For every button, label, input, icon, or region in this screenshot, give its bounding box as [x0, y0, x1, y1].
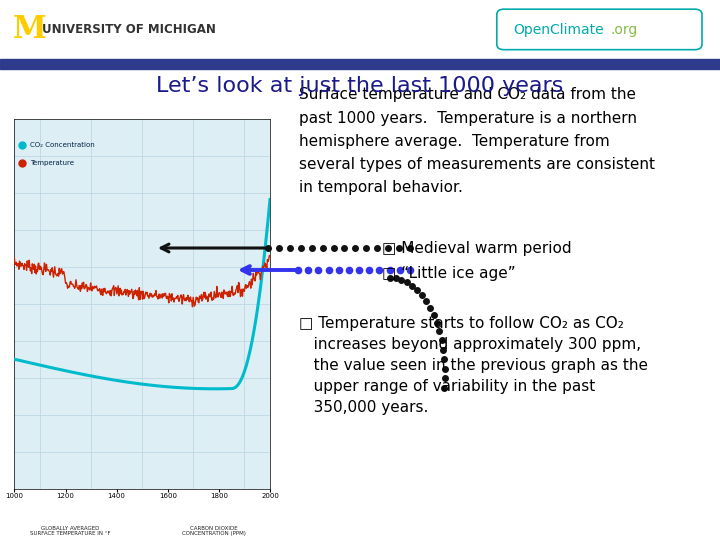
Text: GLOBALLY AVERAGED
SURFACE TEMPERATURE IN °F: GLOBALLY AVERAGED SURFACE TEMPERATURE IN… [30, 526, 111, 537]
Text: CARBON DIOXIDE
CONCENTRATION (PPM): CARBON DIOXIDE CONCENTRATION (PPM) [182, 526, 246, 537]
Text: past 1000 years.  Temperature is a northern: past 1000 years. Temperature is a northe… [299, 111, 636, 126]
Text: □ Temperature starts to follow CO₂ as CO₂: □ Temperature starts to follow CO₂ as CO… [299, 316, 624, 331]
Text: several types of measurements are consistent: several types of measurements are consis… [299, 157, 654, 172]
Text: OpenClimate: OpenClimate [513, 23, 604, 37]
Text: Let’s look at just the last 1000 years: Let’s look at just the last 1000 years [156, 76, 564, 97]
Text: hemisphere average.  Temperature from: hemisphere average. Temperature from [299, 134, 610, 149]
Text: Surface temperature and CO₂ data from the: Surface temperature and CO₂ data from th… [299, 87, 636, 103]
Text: .org: .org [611, 23, 638, 37]
Text: CO₂ Concentration: CO₂ Concentration [30, 141, 94, 148]
Text: □ “Little ice age”: □ “Little ice age” [382, 266, 516, 281]
Text: M: M [13, 14, 47, 45]
Text: Temperature: Temperature [30, 160, 73, 166]
Text: increases beyond approximately 300 ppm,: increases beyond approximately 300 ppm, [299, 337, 641, 352]
Text: upper range of variability in the past: upper range of variability in the past [299, 379, 595, 394]
Text: the value seen in the previous graph as the: the value seen in the previous graph as … [299, 358, 648, 373]
Text: 350,000 years.: 350,000 years. [299, 400, 428, 415]
Text: □ Medieval warm period: □ Medieval warm period [382, 241, 571, 256]
Text: in temporal behavior.: in temporal behavior. [299, 180, 463, 195]
Text: UNIVERSITY OF MICHIGAN: UNIVERSITY OF MICHIGAN [42, 23, 215, 36]
